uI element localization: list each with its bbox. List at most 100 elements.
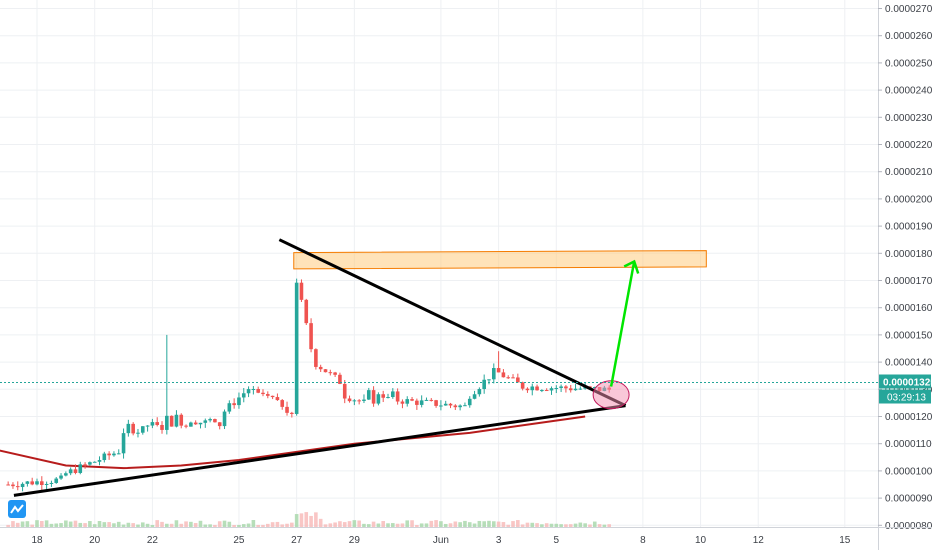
volume-bar bbox=[347, 521, 352, 527]
candle-body bbox=[540, 390, 544, 392]
candle-body bbox=[487, 379, 491, 381]
volume-bar bbox=[73, 520, 78, 527]
volume-bar bbox=[568, 524, 573, 527]
time-tick-label: 5 bbox=[554, 535, 560, 546]
candle-body bbox=[366, 390, 371, 400]
candle-body bbox=[554, 387, 559, 389]
volume-bar bbox=[583, 523, 587, 527]
time-axis[interactable]: 18 20 22 25 27 29 Jun 3 5 8 10 12 15 bbox=[0, 527, 932, 547]
candle-body bbox=[107, 453, 111, 456]
volume-bar bbox=[357, 520, 361, 527]
resistance-zone[interactable] bbox=[293, 250, 707, 270]
candle-body bbox=[564, 386, 568, 389]
target-arrow[interactable] bbox=[609, 259, 640, 387]
candle-body bbox=[309, 323, 313, 350]
volume-bar bbox=[491, 521, 496, 527]
trendline bbox=[13, 404, 626, 497]
volume-bar bbox=[15, 522, 20, 527]
volume-bar bbox=[318, 518, 323, 527]
price-tick-label: 0.00001100 bbox=[885, 439, 932, 450]
candle-body bbox=[371, 390, 376, 404]
tradingview-logo[interactable] bbox=[8, 500, 26, 518]
volume-bar bbox=[511, 521, 515, 527]
time-tick-label: Jun bbox=[433, 535, 449, 546]
candle-body bbox=[131, 423, 135, 434]
volume-bar bbox=[116, 521, 121, 527]
volume-bar bbox=[11, 521, 15, 527]
volume-bar bbox=[208, 524, 212, 527]
arrow-shaft bbox=[609, 261, 636, 387]
candle-body bbox=[386, 397, 390, 399]
candle-body bbox=[535, 386, 539, 391]
volume-bar bbox=[535, 523, 539, 527]
time-tick-label: 8 bbox=[640, 535, 646, 546]
candle-body bbox=[299, 282, 304, 300]
candle-body bbox=[217, 422, 222, 427]
candle-body bbox=[15, 486, 20, 488]
volume-bar bbox=[246, 523, 251, 527]
candle-body bbox=[463, 405, 467, 407]
candle-body bbox=[213, 419, 217, 423]
candle-body bbox=[496, 368, 501, 373]
candle-body bbox=[304, 299, 309, 324]
volume-bar bbox=[189, 521, 193, 527]
volume-bar bbox=[386, 523, 390, 527]
volume-bar bbox=[429, 520, 434, 527]
candle-body bbox=[83, 464, 87, 466]
candle-body bbox=[35, 481, 39, 485]
volume-bar bbox=[453, 521, 458, 527]
candle-body bbox=[573, 388, 578, 391]
trendlines[interactable] bbox=[0, 238, 878, 497]
volume-bar bbox=[275, 521, 280, 527]
candle-body bbox=[246, 389, 251, 394]
volume-bar bbox=[525, 522, 530, 527]
candle-body bbox=[477, 389, 482, 395]
candle-body bbox=[357, 400, 361, 402]
candle-body bbox=[511, 377, 515, 379]
candle-body bbox=[530, 386, 535, 391]
candle-body bbox=[198, 422, 203, 425]
candle-body bbox=[362, 399, 366, 401]
volume-bar bbox=[256, 524, 260, 527]
volume-bar bbox=[477, 520, 482, 527]
candle-body bbox=[395, 391, 400, 402]
volume-bar bbox=[395, 523, 400, 527]
volume-bar bbox=[328, 523, 333, 527]
candle-body bbox=[314, 349, 318, 367]
candle-body bbox=[150, 422, 155, 426]
candle-body bbox=[251, 389, 256, 391]
volume-bar bbox=[424, 523, 429, 527]
candle-body bbox=[261, 392, 265, 395]
volume-bar bbox=[64, 520, 68, 527]
candle-body bbox=[25, 481, 30, 484]
candle-body bbox=[578, 388, 583, 390]
candle-body bbox=[443, 403, 448, 406]
candle-body bbox=[266, 394, 270, 396]
volume-bar bbox=[145, 523, 150, 527]
volume-bar bbox=[35, 520, 39, 527]
volume-bar bbox=[443, 523, 448, 527]
volume-bar bbox=[419, 523, 424, 527]
time-tick-label: 15 bbox=[839, 535, 851, 546]
volume-bar bbox=[155, 520, 160, 527]
volume-bar bbox=[439, 521, 443, 527]
volume-bar bbox=[520, 524, 525, 527]
time-tick-label: 10 bbox=[695, 535, 707, 546]
candle-body bbox=[193, 422, 198, 425]
candle-body bbox=[516, 377, 520, 383]
candlestick-series bbox=[6, 278, 611, 492]
time-tick-label: 29 bbox=[349, 535, 361, 546]
volume-bar bbox=[40, 521, 44, 527]
